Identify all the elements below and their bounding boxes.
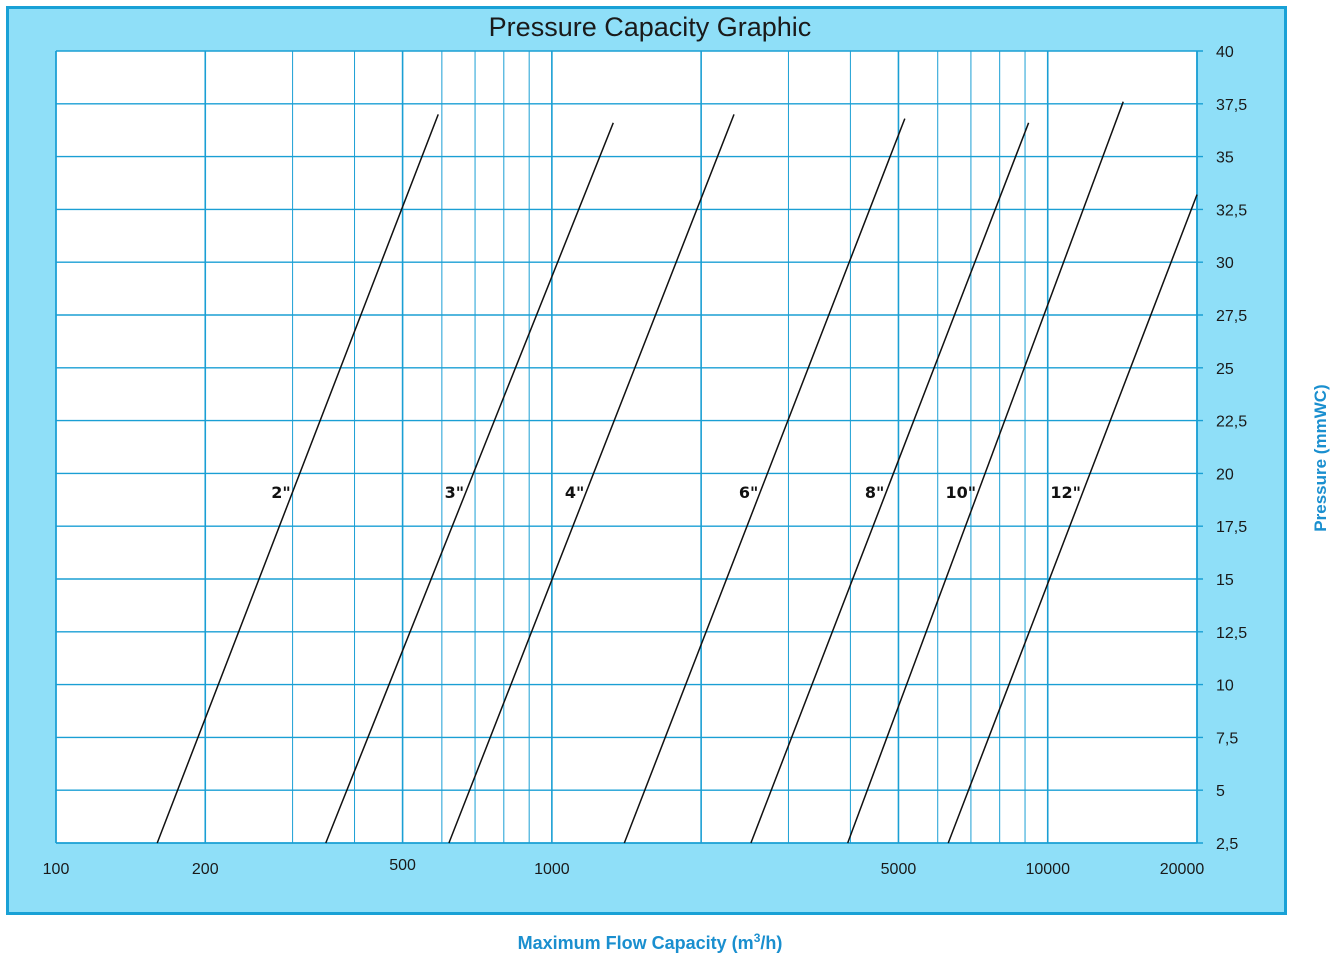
series-line	[325, 122, 614, 844]
x-tick-label: 500	[389, 857, 416, 874]
series-line	[947, 194, 1198, 844]
x-tick-label: 10000	[1025, 861, 1070, 878]
series-line	[448, 114, 735, 844]
series-label: 8"	[865, 483, 884, 502]
x-axis-label-text: Maximum Flow Capacity (m	[517, 933, 754, 953]
series-line	[750, 122, 1030, 844]
x-tick-label: 1000	[534, 861, 570, 878]
y-tick-label: 15	[1216, 572, 1234, 589]
x-tick-label: 100	[43, 861, 70, 878]
x-axis-label-sup: 3	[753, 931, 761, 945]
y-tick-label: 40	[1216, 44, 1234, 61]
y-tick-label: 32,5	[1216, 202, 1247, 219]
y-axis-label: Pressure (mmWC)	[1311, 384, 1330, 532]
x-tick-label: 200	[192, 861, 219, 878]
x-tick-label: 20000	[1160, 861, 1205, 878]
y-tick-label: 10	[1216, 678, 1234, 695]
y-tick-label: 30	[1216, 255, 1234, 272]
series-line	[623, 118, 906, 844]
series-label: 10"	[946, 483, 977, 502]
y-tick-label: 2,5	[1216, 836, 1238, 853]
y-tick-label: 22,5	[1216, 414, 1247, 431]
x-axis-label: Maximum Flow Capacity (m3/h)	[0, 931, 1300, 954]
series-label: 3"	[445, 483, 464, 502]
y-tick-label: 7,5	[1216, 730, 1238, 747]
plot-area	[56, 51, 1197, 843]
series-label: 2"	[271, 483, 290, 502]
y-tick-label: 25	[1216, 361, 1234, 378]
series-line	[156, 114, 439, 844]
series-label: 12"	[1050, 483, 1081, 502]
series-line	[846, 101, 1124, 844]
chart-title: Pressure Capacity Graphic	[488, 12, 812, 42]
x-tick-label: 5000	[881, 861, 917, 878]
series-label: 4"	[565, 483, 584, 502]
y-tick-label: 20	[1216, 466, 1234, 483]
y-tick-label: 35	[1216, 150, 1234, 167]
y-tick-label: 27,5	[1216, 308, 1247, 325]
series-label: 6"	[739, 483, 758, 502]
y-tick-label: 37,5	[1216, 97, 1247, 114]
y-tick-label: 12,5	[1216, 625, 1247, 642]
y-tick-label: 5	[1216, 783, 1225, 800]
x-axis-label-tail: /h)	[760, 933, 783, 953]
y-tick-label: 17,5	[1216, 519, 1247, 536]
